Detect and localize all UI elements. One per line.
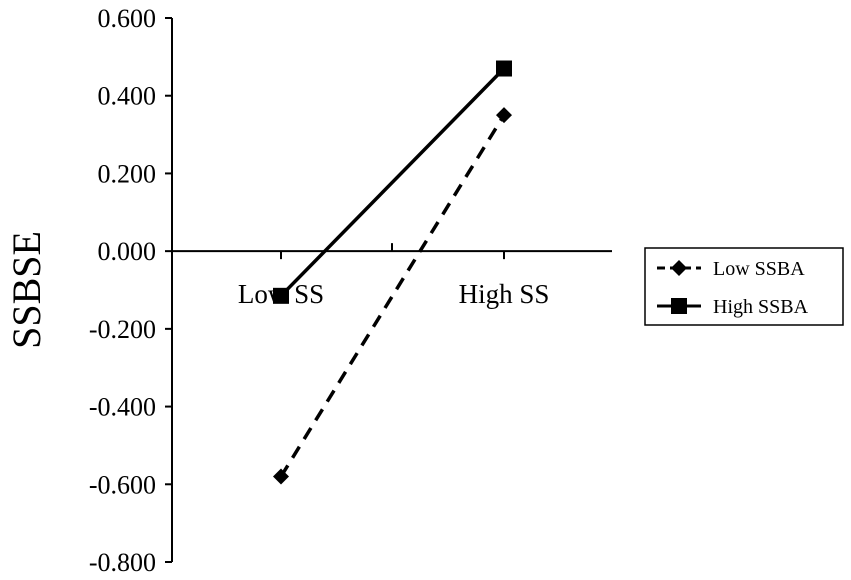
data-point-high-ssba [273, 287, 289, 304]
x-tick-label: High SS [459, 279, 550, 309]
y-tick-label: -0.600 [89, 470, 156, 499]
x-tick-label: Low SS [238, 279, 324, 309]
legend-label: High SSBA [713, 296, 809, 318]
data-point-low-ssba [273, 468, 289, 485]
series-line-high-ssba [279, 67, 506, 298]
y-tick-label: -0.400 [89, 393, 156, 422]
y-tick-label: -0.200 [89, 315, 156, 344]
y-tick-label: -0.800 [89, 548, 156, 577]
legend-label: Low SSBA [713, 258, 805, 280]
y-tick-label: 0.200 [98, 159, 157, 188]
series-layer [273, 60, 512, 485]
y-axis-label: SSBSE [4, 231, 49, 349]
series-line-low-ssba [279, 114, 506, 478]
y-tick-label: 0.000 [98, 237, 157, 266]
data-point-high-ssba [496, 60, 512, 77]
y-tick-label: 0.400 [98, 82, 157, 111]
labels-layer: 0.600 0.400 0.200 0.000 -0.200 -0.400 -0.600 -0… [4, 4, 549, 577]
legend-marker [671, 298, 687, 314]
axes [165, 17, 612, 563]
legend-marker [671, 260, 687, 276]
y-tick-label: 0.600 [98, 4, 157, 33]
data-point-low-ssba [496, 107, 512, 124]
legend: Low SSBA High SSBA [644, 247, 844, 326]
